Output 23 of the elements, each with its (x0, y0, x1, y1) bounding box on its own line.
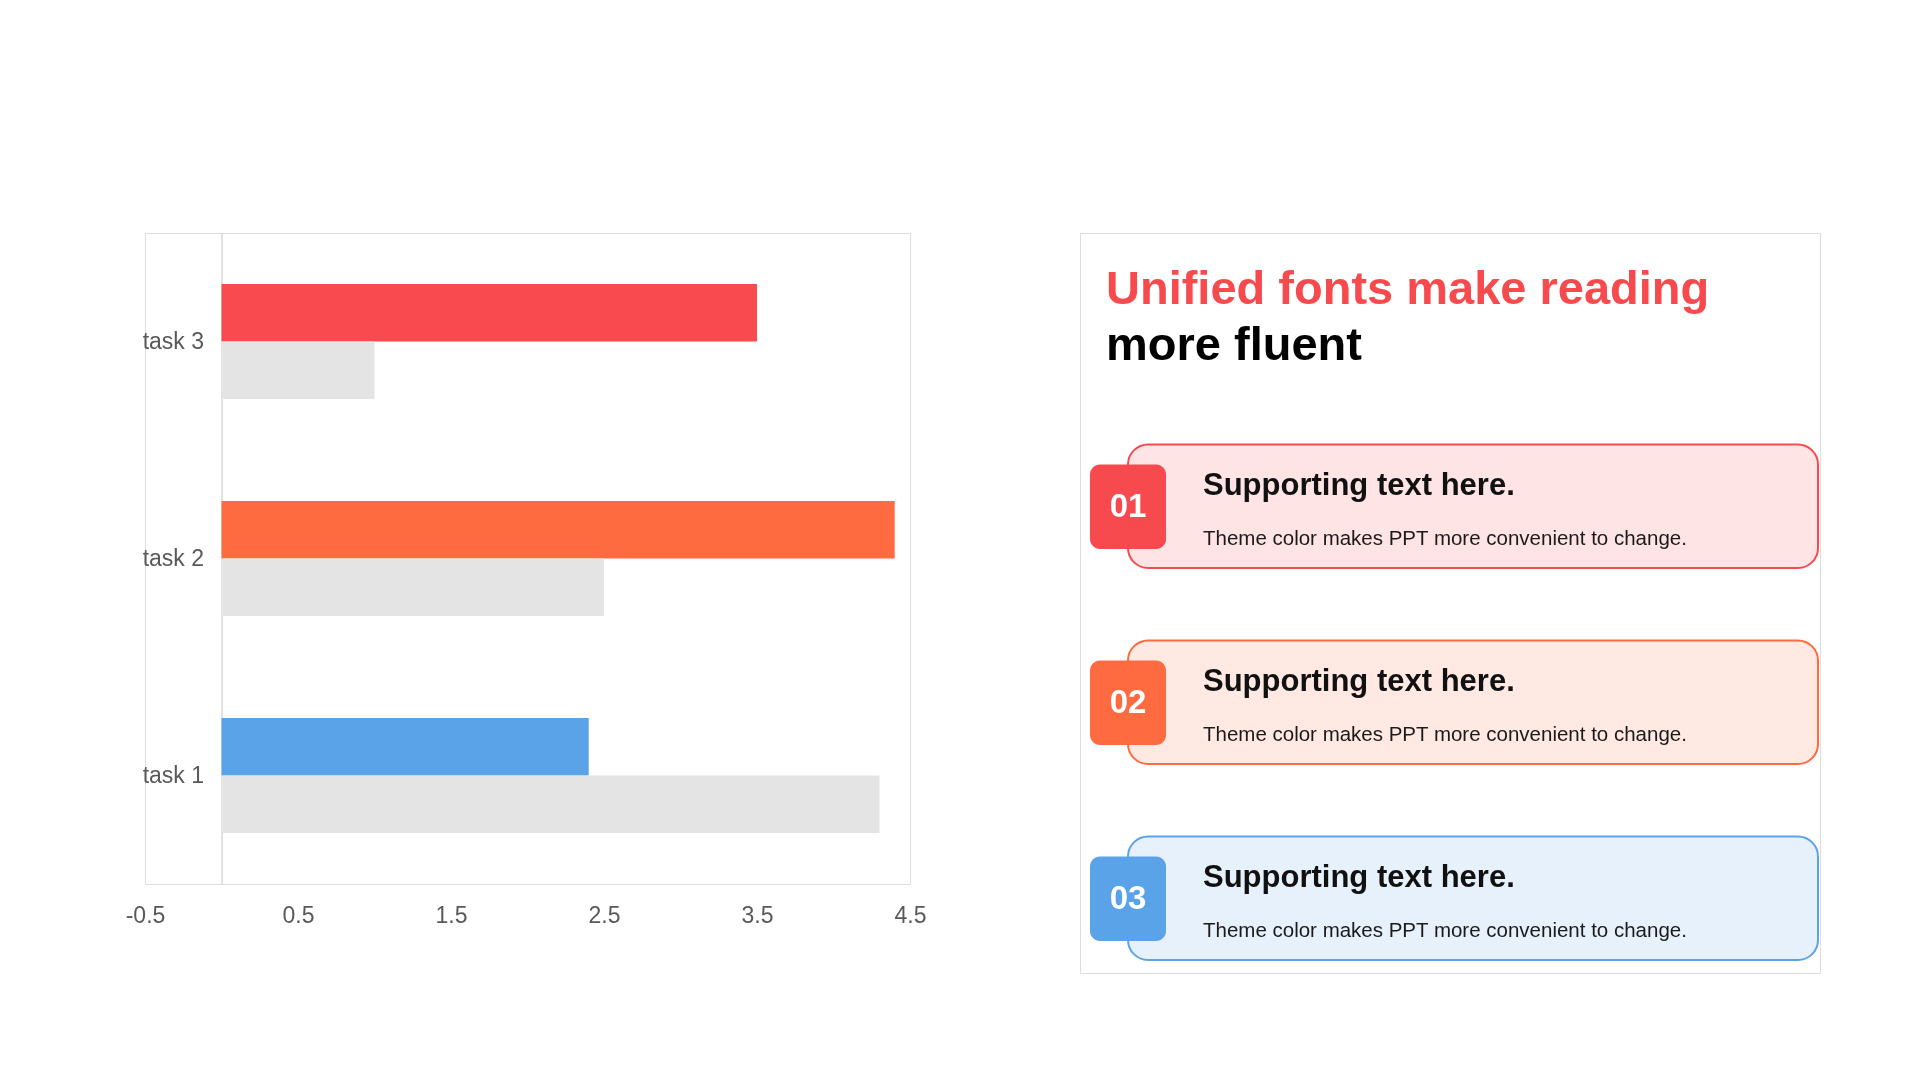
text: 03 (1109, 878, 1147, 916)
text: Theme color makes PPT more convenient to change. (1203, 918, 1687, 941)
y-tick-label: task 2 (142, 544, 204, 571)
text: 01 (1109, 486, 1147, 524)
text: Supporting text here. (1203, 662, 1515, 698)
y-tick-label: task 1 (142, 761, 204, 788)
x-tick-label: 0.5 (282, 901, 315, 928)
text: Unified fonts make reading (1106, 261, 1710, 314)
x-tick-label: -0.5 (125, 901, 166, 928)
text: Supporting text here. (1203, 466, 1515, 502)
x-tick-label: 1.5 (435, 901, 468, 928)
y-tick-label: task 3 (142, 327, 204, 354)
text: Supporting text here. (1203, 858, 1515, 894)
text: Theme color makes PPT more convenient to change. (1203, 722, 1687, 745)
bar (221, 500, 895, 559)
text: 02 (1109, 682, 1147, 720)
text: Theme color makes PPT more convenient to change. (1203, 526, 1687, 549)
text: more fluent (1106, 317, 1363, 370)
x-tick-label: 4.5 (894, 901, 927, 928)
x-tick-label: 2.5 (588, 901, 621, 928)
x-tick-label: 3.5 (741, 901, 774, 928)
bar (221, 717, 589, 776)
bar (221, 283, 757, 342)
